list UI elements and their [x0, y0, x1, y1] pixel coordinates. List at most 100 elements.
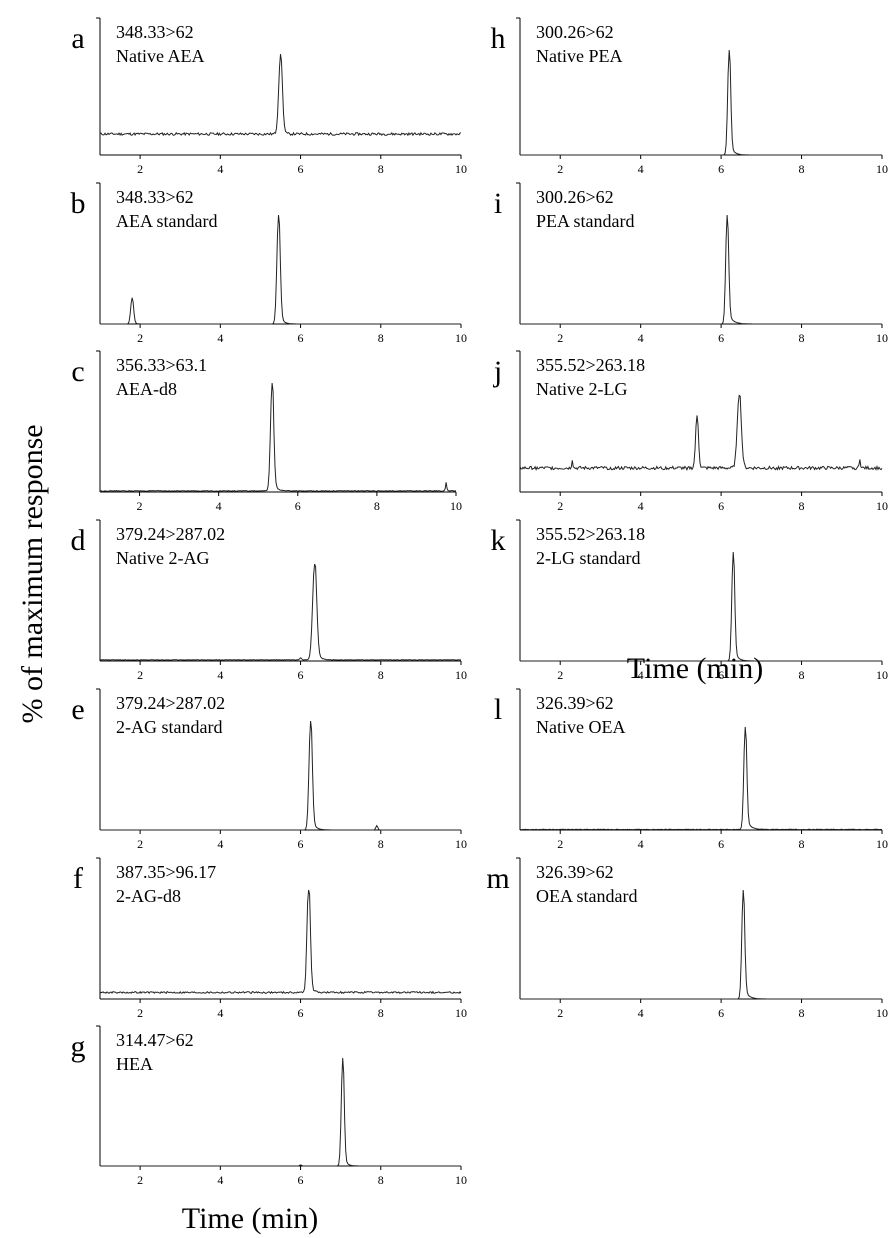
- x-tick-label-b-4: 4: [217, 331, 223, 345]
- analyte-label-f: 2-AG-d8: [116, 886, 181, 906]
- x-tick-label-e-2: 2: [137, 837, 143, 851]
- transition-label-l: 326.39>62: [536, 693, 614, 713]
- panel-d: d 379.24>287.02 Native 2-AG 2 4 6 8 10: [71, 519, 467, 682]
- x-tick-label-g-8: 8: [378, 1173, 384, 1187]
- x-tick-label-m-4: 4: [638, 1006, 644, 1020]
- panel-a: a 348.33>62 Native AEA 2 4 6 8 10: [71, 17, 467, 176]
- x-tick-label-l-10: 10: [876, 837, 888, 851]
- transition-label-a: 348.33>62: [116, 22, 194, 42]
- x-tick-label-l-6: 6: [718, 837, 724, 851]
- panel-f: f 387.35>96.17 2-AG-d8 2 4 6 8 10: [73, 857, 467, 1020]
- x-tick-label-l-2: 2: [557, 837, 563, 851]
- x-tick-label-k-2: 2: [557, 668, 563, 682]
- trace-i: [520, 214, 882, 325]
- analyte-label-h: Native PEA: [536, 46, 622, 66]
- trace-k: [520, 551, 882, 662]
- transition-label-e: 379.24>287.02: [116, 693, 225, 713]
- x-tick-label-h-2: 2: [557, 162, 563, 176]
- trace-e: [100, 720, 461, 831]
- x-tick-label-j-6: 6: [718, 499, 724, 513]
- transition-label-b: 348.33>62: [116, 187, 194, 207]
- analyte-label-m: OEA standard: [536, 886, 637, 906]
- transition-label-f: 387.35>96.17: [116, 862, 216, 882]
- trace-h: [520, 49, 882, 156]
- x-tick-label-c-8: 8: [374, 499, 380, 513]
- panel-g: g 314.47>62 HEA 2 4 6 8 10: [71, 1025, 467, 1187]
- panel-letter-l: l: [494, 693, 502, 726]
- x-tick-label-e-10: 10: [455, 837, 467, 851]
- x-tick-label-e-4: 4: [217, 837, 223, 851]
- x-tick-label-c-10: 10: [450, 499, 462, 513]
- x-axis-title-left: Time (min): [182, 1202, 318, 1235]
- x-tick-label-i-8: 8: [799, 331, 805, 345]
- panel-l: l 326.39>62 Native OEA 2 4 6 8 10: [494, 688, 888, 851]
- x-tick-label-b-2: 2: [137, 331, 143, 345]
- x-tick-label-l-8: 8: [799, 837, 805, 851]
- x-tick-label-j-4: 4: [638, 499, 644, 513]
- x-tick-label-f-6: 6: [298, 1006, 304, 1020]
- panel-letter-d: d: [71, 524, 86, 557]
- trace-d: [99, 563, 462, 661]
- panel-k: k 355.52>263.18 2-LG standard 2 4 6 8 10: [491, 519, 888, 682]
- trace-a: [99, 54, 462, 137]
- x-tick-label-e-6: 6: [298, 837, 304, 851]
- analyte-label-d: Native 2-AG: [116, 548, 209, 568]
- trace-g: [100, 1057, 461, 1167]
- x-tick-label-m-10: 10: [876, 1006, 888, 1020]
- x-tick-label-a-8: 8: [378, 162, 384, 176]
- analyte-label-l: Native OEA: [536, 717, 625, 737]
- x-tick-label-d-2: 2: [137, 668, 143, 682]
- x-tick-label-m-8: 8: [799, 1006, 805, 1020]
- panel-letter-m: m: [486, 862, 509, 895]
- x-tick-label-i-10: 10: [876, 331, 888, 345]
- x-tick-label-k-8: 8: [799, 668, 805, 682]
- analyte-label-b: AEA standard: [116, 211, 217, 231]
- x-tick-label-k-10: 10: [876, 668, 888, 682]
- x-tick-label-a-6: 6: [298, 162, 304, 176]
- x-tick-label-g-4: 4: [217, 1173, 223, 1187]
- trace-m: [520, 889, 882, 1000]
- x-tick-label-g-2: 2: [137, 1173, 143, 1187]
- transition-label-c: 356.33>63.1: [116, 355, 207, 375]
- x-tick-label-a-2: 2: [137, 162, 143, 176]
- x-tick-label-b-10: 10: [455, 331, 467, 345]
- transition-label-i: 300.26>62: [536, 187, 614, 207]
- x-tick-label-b-8: 8: [378, 331, 384, 345]
- analyte-label-i: PEA standard: [536, 211, 635, 231]
- x-tick-label-a-4: 4: [217, 162, 223, 176]
- panel-letter-h: h: [491, 22, 506, 55]
- transition-label-j: 355.52>263.18: [536, 355, 645, 375]
- x-tick-label-f-8: 8: [378, 1006, 384, 1020]
- x-tick-label-g-6: 6: [298, 1173, 304, 1187]
- x-tick-label-b-6: 6: [298, 331, 304, 345]
- x-tick-label-c-4: 4: [216, 499, 222, 513]
- x-tick-label-c-2: 2: [137, 499, 143, 513]
- x-axis-title-right: Time (min): [627, 652, 763, 685]
- x-tick-label-j-8: 8: [799, 499, 805, 513]
- x-tick-label-f-4: 4: [217, 1006, 223, 1020]
- analyte-label-g: HEA: [116, 1054, 153, 1074]
- panel-letter-f: f: [73, 862, 83, 895]
- x-tick-label-d-8: 8: [378, 668, 384, 682]
- panel-m: m 326.39>62 OEA standard 2 4 6 8 10: [486, 857, 888, 1020]
- analyte-label-a: Native AEA: [116, 46, 204, 66]
- panel-letter-c: c: [71, 355, 84, 388]
- panel-c: c 356.33>63.1 AEA-d8 2 4 6 8 10: [71, 350, 462, 513]
- trace-c: [99, 382, 457, 492]
- x-tick-label-h-4: 4: [638, 162, 644, 176]
- x-tick-label-k-6: 6: [718, 668, 724, 682]
- panel-letter-k: k: [491, 524, 506, 557]
- x-tick-label-c-6: 6: [295, 499, 301, 513]
- x-tick-label-i-2: 2: [557, 331, 563, 345]
- trace-j: [519, 394, 883, 472]
- x-tick-label-g-10: 10: [455, 1173, 467, 1187]
- panels-group: a 348.33>62 Native AEA 2 4 6 8 10 b 348.33>62 AEA …: [71, 17, 888, 1187]
- transition-label-k: 355.52>263.18: [536, 524, 645, 544]
- panel-letter-b: b: [71, 187, 86, 220]
- panel-letter-j: j: [493, 355, 502, 388]
- analyte-label-e: 2-AG standard: [116, 717, 222, 737]
- x-tick-label-f-2: 2: [137, 1006, 143, 1020]
- panel-i: i 300.26>62 PEA standard 2 4 6 8 10: [494, 182, 888, 345]
- x-tick-label-f-10: 10: [455, 1006, 467, 1020]
- y-axis-title: % of maximum response: [16, 424, 49, 723]
